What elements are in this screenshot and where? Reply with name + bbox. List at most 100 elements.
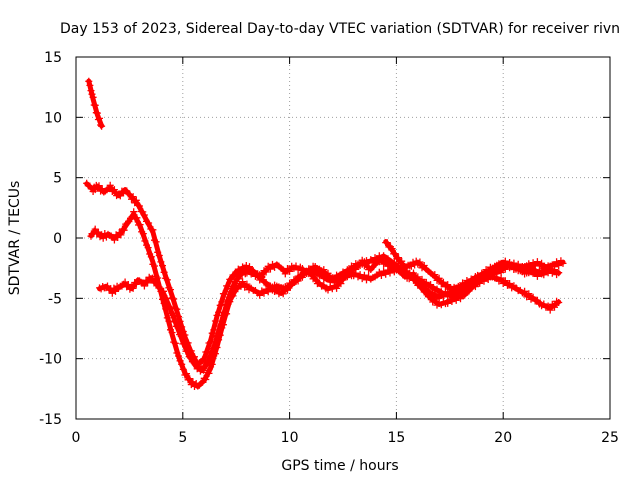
data-point-marker xyxy=(427,292,435,300)
data-point-marker xyxy=(130,208,138,216)
data-point-marker xyxy=(350,265,358,273)
data-point-marker xyxy=(239,278,247,286)
data-point-marker xyxy=(200,366,208,374)
data-point-marker xyxy=(307,267,315,275)
data-point-marker xyxy=(546,306,554,314)
data-point-marker xyxy=(139,230,147,238)
data-point-marker xyxy=(179,365,187,373)
data-point-marker xyxy=(501,277,509,285)
data-point-marker xyxy=(147,275,155,283)
data-point-marker xyxy=(331,275,338,283)
data-point-marker xyxy=(175,352,182,360)
data-point-marker xyxy=(258,273,266,281)
data-point-marker xyxy=(93,109,101,117)
data-point-marker xyxy=(140,282,148,290)
data-points xyxy=(83,77,567,390)
data-point-marker xyxy=(471,280,479,288)
data-point-marker xyxy=(555,299,563,306)
data-point-marker xyxy=(506,280,514,287)
data-point-marker xyxy=(529,293,537,301)
data-point-marker xyxy=(166,303,174,311)
data-point-marker xyxy=(281,270,289,278)
data-point-marker xyxy=(431,271,439,279)
data-point-marker xyxy=(163,276,171,284)
data-point-marker xyxy=(181,371,189,379)
data-point-marker xyxy=(512,264,520,272)
data-point-marker xyxy=(171,339,179,347)
data-point-marker xyxy=(173,349,181,357)
data-point-marker xyxy=(222,300,230,308)
data-point-marker xyxy=(333,284,341,292)
data-point-marker xyxy=(180,339,188,347)
data-point-marker xyxy=(163,314,171,322)
data-point-marker xyxy=(105,184,113,192)
data-point-marker xyxy=(97,121,105,129)
data-point-marker xyxy=(157,258,165,266)
x-tick-label: 5 xyxy=(178,430,187,446)
series-band xyxy=(88,211,562,389)
data-point-marker xyxy=(444,281,452,289)
data-point-marker xyxy=(162,274,170,282)
data-point-marker xyxy=(107,232,115,240)
data-point-marker xyxy=(284,286,291,294)
data-point-marker xyxy=(120,226,128,234)
data-point-marker xyxy=(98,122,106,130)
data-point-marker xyxy=(383,239,391,247)
data-point-marker xyxy=(91,101,99,109)
x-axis-label: GPS time / hours xyxy=(281,458,398,474)
data-point-marker xyxy=(395,254,402,262)
data-point-marker xyxy=(489,266,496,274)
data-point-marker xyxy=(172,322,180,330)
data-point-marker xyxy=(145,219,153,227)
data-point-marker xyxy=(533,272,541,280)
data-point-marker xyxy=(144,244,152,252)
data-point-marker xyxy=(129,193,137,201)
data-point-marker xyxy=(179,340,187,348)
data-point-marker xyxy=(153,280,161,288)
data-point-marker xyxy=(533,296,541,304)
y-tick-label: -15 xyxy=(39,412,62,428)
x-tick-label: 20 xyxy=(494,430,512,446)
data-point-marker xyxy=(497,274,505,282)
data-point-marker xyxy=(298,273,306,281)
data-point-marker xyxy=(125,218,133,226)
chart-title: Day 153 of 2023, Sidereal Day-to-day VTE… xyxy=(60,21,620,37)
data-point-marker xyxy=(210,326,218,334)
data-point-marker xyxy=(444,299,452,307)
data-point-marker xyxy=(229,285,236,292)
data-point-marker xyxy=(155,252,163,259)
data-point-marker xyxy=(391,250,399,258)
data-point-marker xyxy=(200,374,208,382)
data-point-marker xyxy=(110,186,118,194)
data-point-marker xyxy=(461,282,469,290)
data-point-marker xyxy=(88,90,96,98)
data-point-marker xyxy=(212,333,220,341)
data-point-marker xyxy=(352,269,360,277)
data-point-marker xyxy=(133,214,141,222)
data-point-marker xyxy=(119,225,126,233)
data-point-marker xyxy=(175,313,182,320)
y-axis-label: SDTVAR / TECUs xyxy=(7,181,23,296)
y-tick-label: -10 xyxy=(39,352,62,368)
data-point-marker xyxy=(527,263,535,271)
data-point-marker xyxy=(457,285,464,292)
data-point-marker xyxy=(187,354,195,362)
data-point-marker xyxy=(150,279,158,287)
data-point-marker xyxy=(165,317,173,325)
data-point-marker xyxy=(393,255,401,262)
data-point-marker xyxy=(256,291,264,299)
data-point-marker xyxy=(115,284,123,292)
data-point-marker xyxy=(208,349,216,357)
data-point-marker xyxy=(98,231,106,239)
data-point-marker xyxy=(521,287,529,295)
data-point-marker xyxy=(411,261,419,269)
data-point-marker xyxy=(553,258,561,266)
data-point-marker xyxy=(467,283,475,291)
data-point-marker xyxy=(555,262,563,269)
data-point-marker xyxy=(221,290,229,298)
data-point-marker xyxy=(101,230,109,237)
y-tick-label: -5 xyxy=(48,291,62,307)
data-point-marker xyxy=(238,271,246,279)
data-point-marker xyxy=(151,262,158,270)
data-point-marker xyxy=(388,245,396,253)
